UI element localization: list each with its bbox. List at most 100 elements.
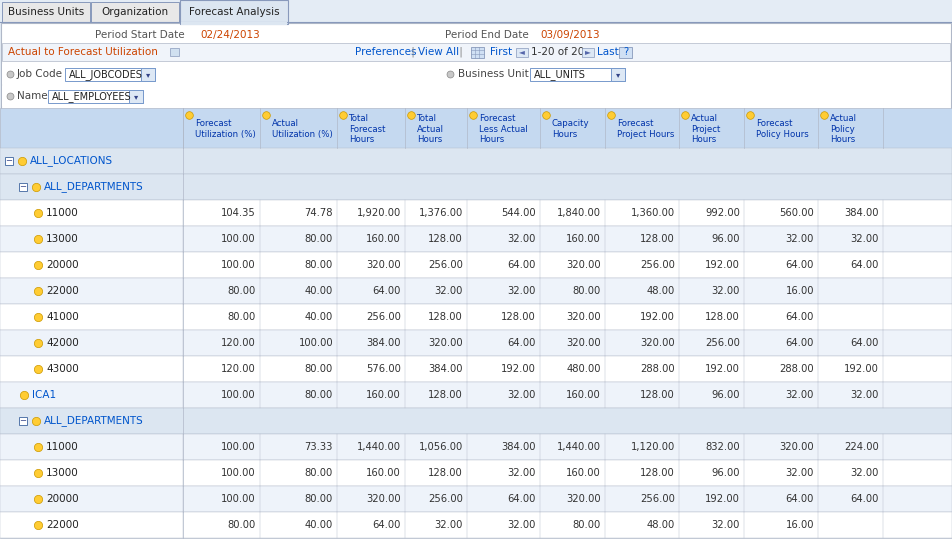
Bar [181,22,287,25]
Bar [582,48,594,57]
Text: 320.00: 320.00 [566,260,601,270]
Bar [48,90,143,103]
Text: 320.00: 320.00 [780,442,814,452]
Text: 128.00: 128.00 [502,312,536,322]
Text: 13000: 13000 [46,234,79,244]
Text: 02/24/2013: 02/24/2013 [200,30,260,40]
Text: Business Unit: Business Unit [458,69,528,79]
Text: 64.00: 64.00 [851,260,879,270]
Text: 80.00: 80.00 [305,468,333,478]
Text: 1-20 of 20: 1-20 of 20 [531,47,585,57]
Text: 128.00: 128.00 [428,234,463,244]
Text: 1,440.00: 1,440.00 [557,442,601,452]
Text: 256.00: 256.00 [640,260,675,270]
Text: Actual
Policy
Hours: Actual Policy Hours [830,114,857,144]
Text: 192.00: 192.00 [501,364,536,374]
Text: 20000: 20000 [46,260,79,270]
Text: 80.00: 80.00 [573,286,601,296]
Text: 100.00: 100.00 [222,494,256,504]
Text: 16.00: 16.00 [785,286,814,296]
Text: 32.00: 32.00 [435,520,463,530]
Text: 992.00: 992.00 [705,208,740,218]
Text: 41000: 41000 [46,312,79,322]
Bar [2,43,950,61]
Text: 320.00: 320.00 [566,312,601,322]
Text: Forecast Analysis: Forecast Analysis [188,7,279,17]
Text: |: | [456,47,466,57]
Bar [0,108,952,148]
Text: 120.00: 120.00 [221,338,256,348]
Text: 320.00: 320.00 [566,494,601,504]
Text: 128.00: 128.00 [641,390,675,400]
Text: 560.00: 560.00 [780,208,814,218]
Text: View All: View All [418,47,459,57]
Text: ALL_LOCATIONS: ALL_LOCATIONS [30,155,113,167]
Bar [619,47,632,58]
Text: 32.00: 32.00 [785,390,814,400]
Text: Actual
Utilization (%): Actual Utilization (%) [272,119,333,139]
Text: 32.00: 32.00 [507,520,536,530]
Text: 160.00: 160.00 [566,468,601,478]
Bar [530,68,625,81]
Text: 120.00: 120.00 [221,364,256,374]
Text: 96.00: 96.00 [711,234,740,244]
Text: 832.00: 832.00 [705,442,740,452]
Text: 192.00: 192.00 [705,494,740,504]
Text: Forecast
Less Actual
Hours: Forecast Less Actual Hours [479,114,527,144]
Text: 256.00: 256.00 [705,338,740,348]
Text: −: − [6,157,12,165]
Text: ►: ► [585,47,591,56]
Bar [0,304,952,330]
Text: 128.00: 128.00 [428,312,463,322]
Text: 1,360.00: 1,360.00 [631,208,675,218]
Text: 74.78: 74.78 [305,208,333,218]
Text: 22000: 22000 [46,286,79,296]
Text: 32.00: 32.00 [712,520,740,530]
Text: 64.00: 64.00 [507,338,536,348]
Bar [2,64,950,84]
Bar [516,48,528,57]
Text: Business Units: Business Units [8,7,84,17]
Text: Forecast
Policy Hours: Forecast Policy Hours [756,119,809,139]
Text: ▾: ▾ [146,70,150,79]
Text: Preferences: Preferences [355,47,417,57]
Text: 384.00: 384.00 [502,442,536,452]
Text: ICA1: ICA1 [32,390,56,400]
Bar [0,330,952,356]
Text: 64.00: 64.00 [785,494,814,504]
Bar [0,512,952,538]
Text: 384.00: 384.00 [428,364,463,374]
Text: 160.00: 160.00 [367,234,401,244]
Text: 384.00: 384.00 [367,338,401,348]
Text: 64.00: 64.00 [785,260,814,270]
Text: 80.00: 80.00 [305,494,333,504]
Bar [65,68,155,81]
Bar [19,183,27,191]
Text: 73.33: 73.33 [305,442,333,452]
Text: 320.00: 320.00 [566,338,601,348]
Text: 100.00: 100.00 [222,390,256,400]
Text: Forecast
Utilization (%): Forecast Utilization (%) [195,119,256,139]
Text: 100.00: 100.00 [298,338,333,348]
Text: Last: Last [597,47,619,57]
Text: 64.00: 64.00 [785,338,814,348]
Bar [0,226,952,252]
Text: 32.00: 32.00 [435,286,463,296]
Bar [0,382,952,408]
Text: First: First [490,47,512,57]
Text: Actual to Forecast Utilization: Actual to Forecast Utilization [8,47,158,57]
Text: 160.00: 160.00 [367,468,401,478]
Text: 128.00: 128.00 [428,468,463,478]
Bar [0,408,952,434]
Text: 32.00: 32.00 [851,234,879,244]
Text: 80.00: 80.00 [228,286,256,296]
Text: 256.00: 256.00 [428,260,463,270]
Text: 100.00: 100.00 [222,442,256,452]
Text: 1,120.00: 1,120.00 [631,442,675,452]
Text: ?: ? [623,47,628,57]
Text: 256.00: 256.00 [428,494,463,504]
Bar [0,538,952,557]
Text: Name: Name [17,91,48,101]
Text: 64.00: 64.00 [851,494,879,504]
Text: 16.00: 16.00 [785,520,814,530]
